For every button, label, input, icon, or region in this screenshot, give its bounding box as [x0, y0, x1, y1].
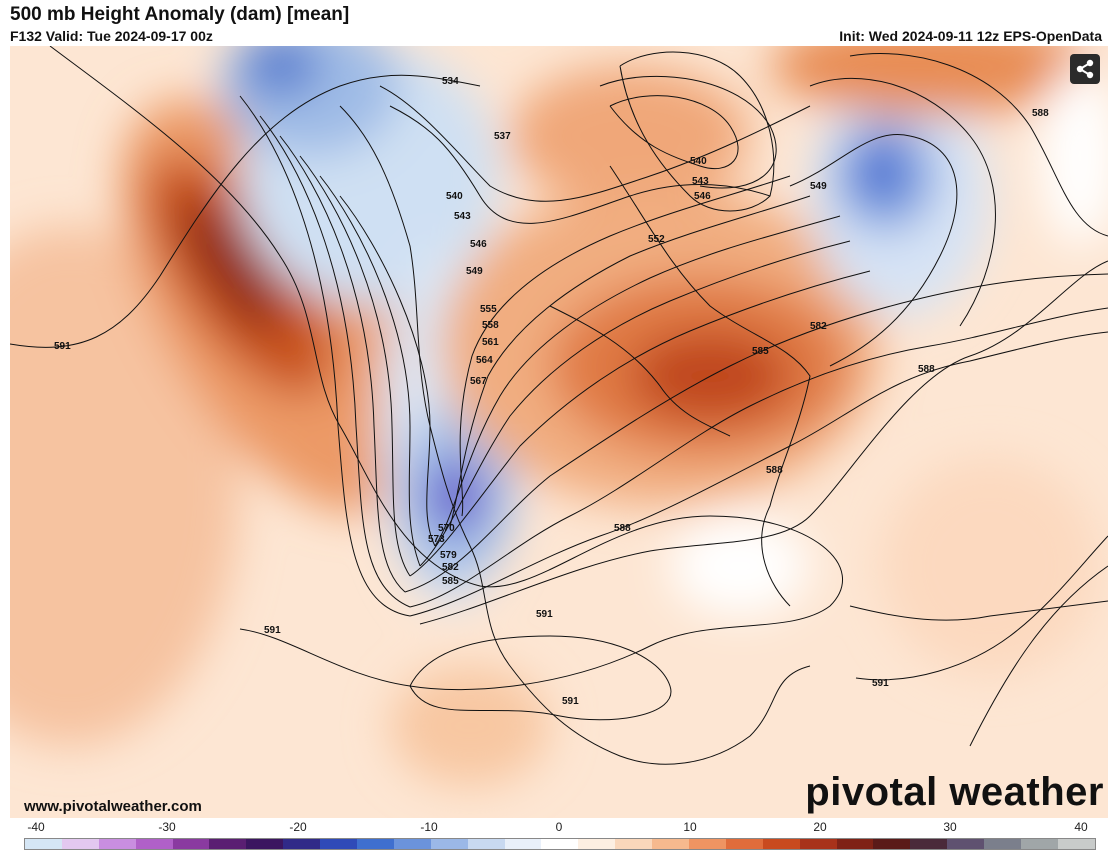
colorbar-strip	[24, 838, 1096, 850]
colorbar-swatch	[357, 839, 394, 849]
contour-label: 555	[480, 304, 497, 315]
contour-label: 591	[562, 696, 579, 707]
anomaly-shading	[10, 46, 1108, 786]
contour-label: 573	[428, 534, 445, 545]
colorbar-label: -10	[420, 820, 438, 834]
anomaly-map[interactable]: 534 537 540 540 543 543 546 546 549 549 …	[10, 46, 1108, 818]
colorbar-swatch	[25, 839, 62, 849]
contour-label: 537	[494, 131, 511, 142]
colorbar-swatch	[984, 839, 1022, 849]
contour-label: 540	[690, 156, 707, 167]
colorbar-swatch	[799, 839, 837, 849]
colorbar-swatch	[430, 839, 468, 849]
colorbar-swatch	[283, 839, 321, 849]
colorbar-swatch	[910, 839, 948, 849]
colorbar-swatch	[1057, 839, 1095, 849]
share-button[interactable]	[1070, 54, 1100, 84]
brand-logo: pivotal weather	[805, 770, 1104, 814]
contour-label: 585	[752, 346, 769, 357]
colorbar-label: 10	[683, 820, 697, 834]
colorbar: -40 -30 -20 -10 0 10 20 30 40	[0, 818, 1116, 852]
contour-label: 591	[264, 625, 281, 636]
contour-label: 588	[766, 465, 783, 476]
contour-label: 549	[810, 181, 827, 192]
contour-label: 591	[54, 341, 71, 352]
contour-label: 558	[482, 320, 499, 331]
contour-label: 534	[442, 76, 459, 87]
colorbar-swatch	[135, 839, 173, 849]
contour-label: 546	[470, 239, 487, 250]
contour-label: 582	[810, 321, 827, 332]
colorbar-swatch	[725, 839, 763, 849]
colorbar-swatch	[504, 839, 542, 849]
colorbar-swatch	[578, 839, 616, 849]
contour-label: 582	[442, 562, 459, 573]
contour-labels: 534 537 540 540 543 543 546 546 549 549 …	[54, 76, 1049, 707]
colorbar-swatch	[762, 839, 800, 849]
contour-label: 570	[438, 523, 455, 534]
height-contours	[10, 46, 1108, 747]
contour-label: 540	[446, 191, 463, 202]
contour-label: 588	[614, 523, 631, 534]
contour-label: 561	[482, 337, 499, 348]
coastlines	[339, 51, 1108, 765]
map-title: 500 mb Height Anomaly (dam) [mean]	[10, 4, 350, 25]
contour-label: 564	[476, 355, 493, 366]
colorbar-label: -40	[27, 820, 45, 834]
contour-label: 567	[470, 376, 487, 387]
colorbar-swatch	[836, 839, 874, 849]
contour-label: 588	[1032, 108, 1049, 119]
colorbar-label: 0	[555, 820, 563, 834]
colorbar-swatch	[467, 839, 505, 849]
colorbar-swatch	[61, 839, 99, 849]
contour-label: 579	[440, 550, 457, 561]
colorbar-swatch	[209, 839, 247, 849]
init-time: Init: Wed 2024-09-11 12z EPS-OpenData	[839, 28, 1102, 44]
colorbar-swatch	[873, 839, 911, 849]
contour-label: 549	[466, 266, 483, 277]
contour-label: 588	[918, 364, 935, 375]
colorbar-label: -20	[289, 820, 307, 834]
colorbar-swatch	[1021, 839, 1058, 849]
contour-label: 546	[694, 191, 711, 202]
valid-time: F132 Valid: Tue 2024-09-17 00z	[10, 28, 213, 44]
contour-label: 591	[872, 678, 889, 689]
contour-label: 552	[648, 234, 665, 245]
map-canvas: 534 537 540 540 543 543 546 546 549 549 …	[10, 46, 1108, 818]
site-credit: www.pivotalweather.com	[24, 798, 202, 815]
colorbar-swatch	[172, 839, 210, 849]
share-icon	[1076, 59, 1094, 79]
colorbar-label: 30	[943, 820, 957, 834]
colorbar-swatch	[541, 839, 579, 849]
colorbar-label: 20	[813, 820, 827, 834]
contour-label: 585	[442, 576, 459, 587]
colorbar-swatch	[393, 839, 431, 849]
colorbar-label: -30	[158, 820, 176, 834]
colorbar-swatch	[246, 839, 284, 849]
colorbar-label: 40	[1074, 820, 1088, 834]
colorbar-swatch	[947, 839, 985, 849]
colorbar-swatch	[320, 839, 358, 849]
colorbar-swatch	[689, 839, 726, 849]
colorbar-swatch	[652, 839, 690, 849]
colorbar-swatch	[98, 839, 136, 849]
contour-label: 543	[454, 211, 471, 222]
colorbar-swatch	[615, 839, 653, 849]
contour-label: 591	[536, 609, 553, 620]
contour-label: 543	[692, 176, 709, 187]
